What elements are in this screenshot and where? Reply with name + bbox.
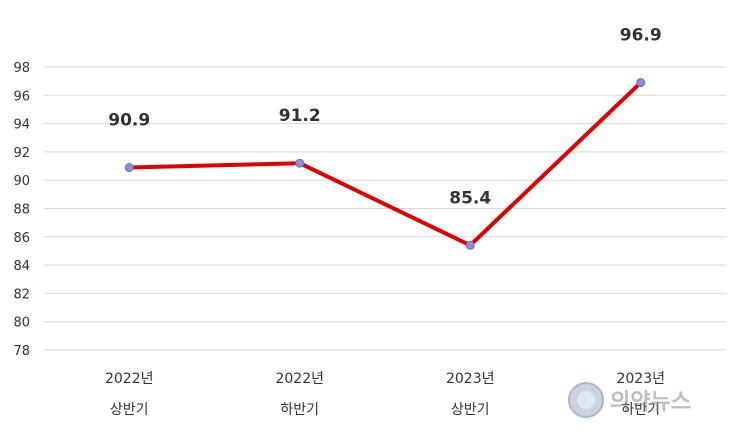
- series: [124, 78, 646, 250]
- data-point: [465, 240, 475, 250]
- y-tick-label: 84: [13, 259, 30, 274]
- y-tick-label: 78: [13, 344, 30, 359]
- x-tick-label: 2023년: [616, 371, 665, 387]
- y-tick-label: 82: [13, 287, 30, 302]
- data-point: [295, 158, 305, 168]
- y-tick-label: 96: [13, 89, 30, 104]
- series-line: [127, 80, 643, 248]
- data-point: [124, 162, 134, 172]
- x-tick-label: 2022년: [105, 371, 154, 387]
- data-label: 85.4: [449, 188, 491, 208]
- x-tick-label: 상반기: [451, 402, 490, 418]
- x-tick-label: 하반기: [280, 402, 319, 418]
- y-tick-label: 92: [13, 146, 30, 161]
- x-tick-label: 하반기: [621, 402, 660, 418]
- y-tick-label: 80: [13, 316, 30, 331]
- y-tick-label: 94: [13, 118, 30, 133]
- x-tick-label: 2022년: [275, 371, 324, 387]
- x-tick-label: 2023년: [446, 371, 495, 387]
- data-point: [636, 78, 646, 88]
- data-label: 91.2: [279, 106, 321, 126]
- y-tick-label: 88: [13, 203, 30, 218]
- y-tick-label: 86: [13, 231, 30, 246]
- news-logo-icon: 의약뉴스: [568, 382, 691, 418]
- watermark: 의약뉴스: [566, 378, 726, 424]
- gridlines: [44, 66, 726, 351]
- watermark-text: 의약뉴스: [610, 390, 691, 415]
- data-label: 96.9: [620, 26, 662, 46]
- data-labels: 90.9 91.2 85.4 96.9: [108, 26, 661, 209]
- x-tick-label: 상반기: [110, 402, 149, 418]
- y-tick-label: 90: [13, 174, 30, 189]
- y-axis-ticks: 78 80 82 84 86 88 90 92 94 96 98: [13, 61, 30, 359]
- y-tick-label: 98: [13, 61, 30, 76]
- data-label: 90.9: [108, 110, 150, 130]
